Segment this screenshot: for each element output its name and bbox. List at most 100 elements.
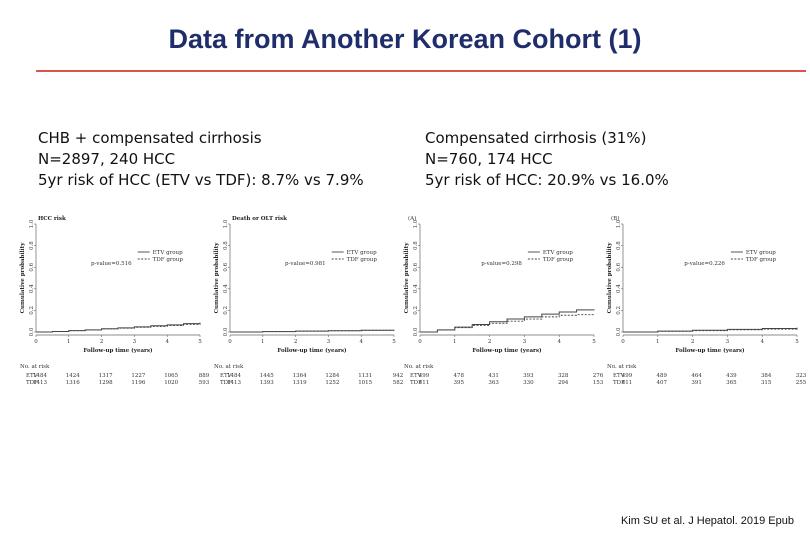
x-axis-label: Follow-up time (years)	[277, 347, 347, 354]
risk-table-value: 1364	[293, 373, 307, 379]
risk-table-value: 499	[622, 373, 633, 379]
panel-label: (B)	[611, 215, 619, 222]
risk-table-value: 1484	[227, 373, 241, 379]
p-value-label: p-value=0.516	[91, 261, 132, 267]
risk-table-group-label: TDF	[26, 380, 38, 386]
series-line-etv	[623, 327, 798, 333]
risk-table-value: 1227	[131, 373, 145, 379]
x-tick-label: 2	[294, 339, 298, 345]
km-chart-panel-b: (B) 0.0 0.2 0.4 0.6 0.8 1.0 Cumulative probabil…	[605, 212, 807, 412]
risk-table-header: No. at risk	[607, 364, 637, 370]
km-plot-panel-b: (B) 0.0 0.2 0.4 0.6 0.8 1.0 Cumulative probabil…	[607, 215, 807, 386]
legend-label: ETV group	[153, 250, 183, 256]
risk-table-group-label: ETV	[613, 373, 626, 379]
left-line-1: CHB + compensated cirrhosis	[38, 129, 262, 147]
risk-table-value: 439	[726, 373, 737, 379]
y-tick-label: 0.4	[223, 284, 229, 293]
risk-table-value: 1131	[358, 373, 372, 379]
risk-table-value: 1424	[66, 373, 80, 379]
x-tick-label: 1	[453, 339, 457, 345]
x-tick-label: 0	[228, 339, 232, 345]
y-tick-label: 0.6	[223, 262, 229, 271]
km-plot-panel-a: (A) 0.0 0.2 0.4 0.6 0.8 1.0 Cumulative probabil…	[404, 215, 604, 386]
x-tick-label: 4	[165, 339, 169, 345]
x-axis-label: Follow-up time (years)	[83, 347, 153, 354]
y-tick-label: 0.2	[223, 306, 229, 315]
left-line-3: 5yr risk of HCC (ETV vs TDF): 8.7% vs 7.…	[38, 171, 364, 189]
title-underline	[36, 70, 806, 72]
x-tick-label: 2	[100, 339, 104, 345]
risk-table-value: 330	[523, 380, 534, 386]
x-tick-label: 5	[795, 339, 799, 345]
risk-table-value: 1317	[99, 373, 113, 379]
risk-table-group-label: TDF	[220, 380, 232, 386]
risk-table-value: 1196	[131, 380, 145, 386]
left-description: CHB + compensated cirrhosis N=2897, 240 …	[38, 128, 364, 191]
x-axis-label: Follow-up time (years)	[675, 347, 745, 354]
chart-title: Death or OLT risk	[232, 216, 287, 222]
risk-table-value: 1413	[227, 380, 241, 386]
risk-table-value: 582	[393, 380, 404, 386]
risk-table-value: 1065	[164, 373, 178, 379]
y-tick-label: 0.8	[413, 241, 419, 250]
risk-table-value: 328	[558, 373, 569, 379]
y-tick-label: 0.0	[223, 327, 229, 336]
x-tick-label: 5	[392, 339, 396, 345]
risk-table-value: 411	[419, 380, 430, 386]
x-tick-label: 0	[621, 339, 625, 345]
y-tick-label: 0.2	[616, 306, 622, 315]
km-plot-death-olt-risk: Death or OLT risk 0.0 0.2 0.4 0.6 0.8 1.0 Cumul…	[214, 216, 404, 386]
risk-table-value: 1413	[33, 380, 47, 386]
risk-table-value: 1252	[325, 380, 339, 386]
x-tick-label: 4	[359, 339, 363, 345]
p-value-label: p-value=0.226	[684, 261, 725, 267]
series-line-tdf	[623, 328, 798, 333]
panel-label: (A)	[408, 215, 416, 222]
risk-table-value: 1316	[66, 380, 80, 386]
risk-table-group-label: TDF	[410, 380, 422, 386]
series-line-etv	[36, 322, 201, 333]
y-tick-label: 0.2	[29, 306, 35, 315]
x-tick-label: 3	[523, 339, 527, 345]
risk-table-value: 395	[454, 380, 465, 386]
y-tick-label: 0.4	[29, 284, 35, 293]
y-tick-label: 0.0	[29, 327, 35, 336]
risk-table-value: 499	[419, 373, 430, 379]
risk-table-value: 431	[488, 373, 499, 379]
y-axis-label: Cumulative probability	[214, 242, 220, 314]
p-value-label: p-value=0.981	[285, 261, 326, 267]
risk-table-value: 153	[593, 380, 604, 386]
series-line-tdf	[230, 329, 395, 333]
y-tick-label: 0.6	[413, 262, 419, 271]
km-plot-hcc-risk: HCC risk 0.0 0.2 0.4 0.6 0.8 1.0 Cumulative pro…	[20, 216, 210, 386]
legend-label: TDF group	[746, 257, 777, 263]
y-tick-label: 0.4	[616, 284, 622, 293]
chart-title: HCC risk	[38, 216, 66, 222]
p-value-label: p-value=0.298	[481, 261, 522, 267]
risk-table-value: 294	[558, 380, 569, 386]
risk-table-value: 889	[199, 373, 210, 379]
x-tick-label: 5	[198, 339, 202, 345]
risk-table-value: 276	[593, 373, 604, 379]
x-tick-label: 0	[418, 339, 422, 345]
risk-table-group-label: ETV	[410, 373, 423, 379]
legend-label: ETV group	[746, 250, 776, 256]
left-line-2: N=2897, 240 HCC	[38, 150, 176, 168]
risk-table-value: 1284	[325, 373, 339, 379]
risk-table-value: 464	[691, 373, 702, 379]
risk-table-value: 363	[488, 380, 499, 386]
risk-table-value: 942	[393, 373, 404, 379]
km-chart-death-olt-risk: Death or OLT risk 0.0 0.2 0.4 0.6 0.8 1.0 Cumul…	[212, 212, 404, 412]
series-line-tdf	[420, 314, 594, 333]
risk-table-value: 365	[726, 380, 737, 386]
series-line-etv	[420, 309, 595, 333]
y-tick-label: 0.4	[413, 284, 419, 293]
risk-table-group-label: ETV	[26, 373, 39, 379]
risk-table-value: 384	[761, 373, 772, 379]
y-tick-label: 0.8	[616, 241, 622, 250]
x-tick-label: 4	[760, 339, 764, 345]
risk-table-value: 1319	[293, 380, 307, 386]
km-chart-panel-a: (A) 0.0 0.2 0.4 0.6 0.8 1.0 Cumulative probabil…	[402, 212, 604, 412]
risk-table-header: No. at risk	[214, 364, 244, 370]
y-axis-label: Cumulative probability	[20, 242, 26, 314]
